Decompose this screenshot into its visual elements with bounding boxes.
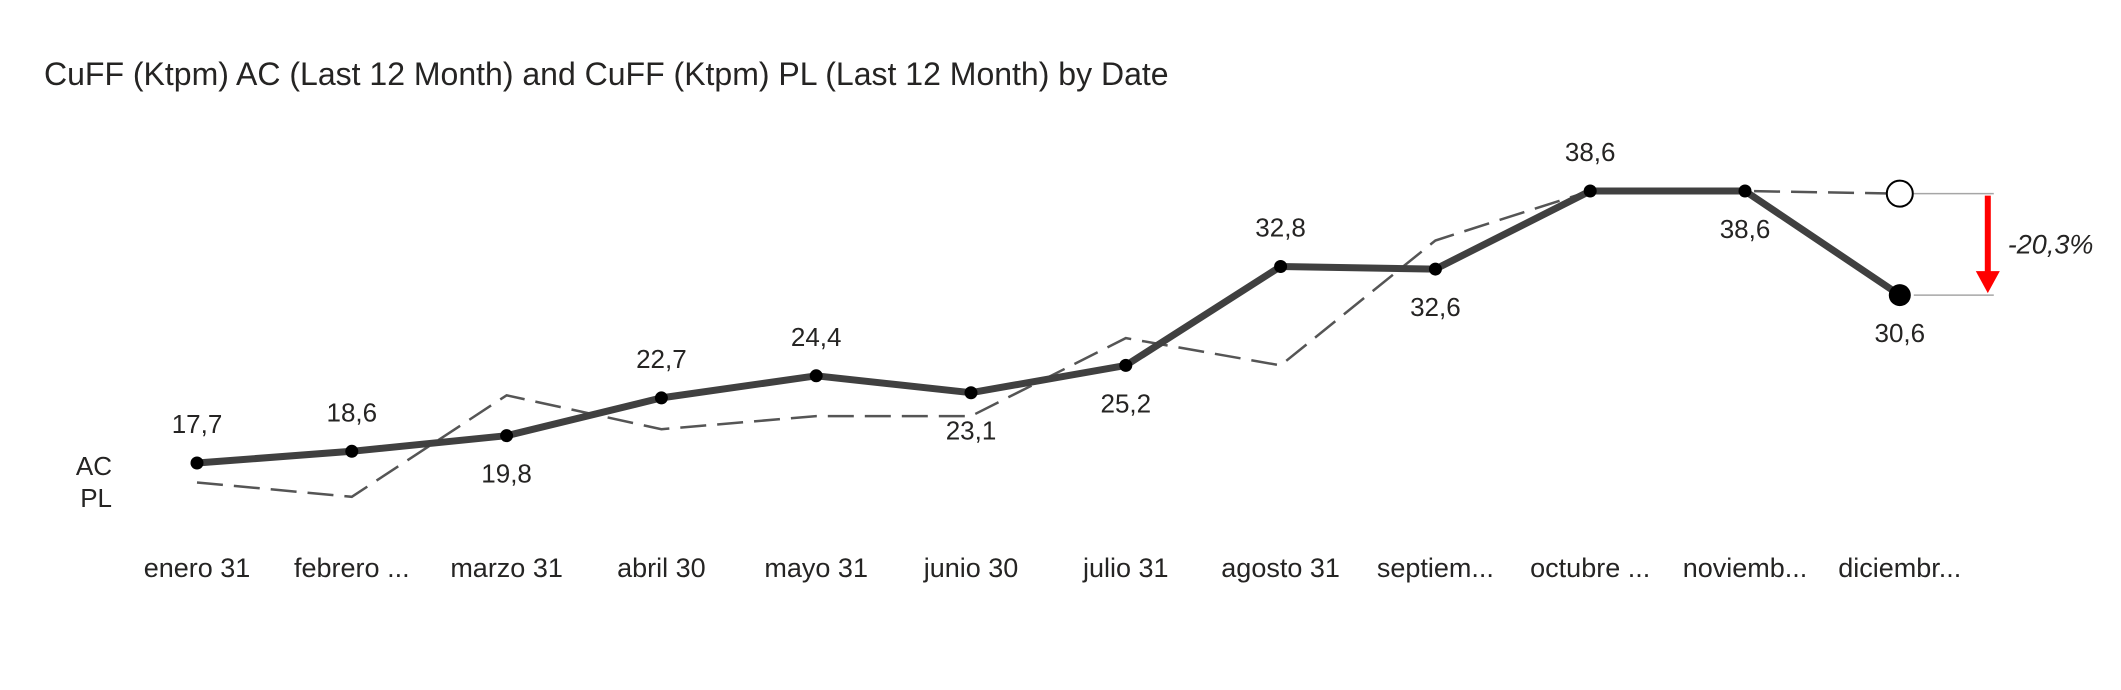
- x-tick-label-10: octubre ...: [1530, 553, 1650, 583]
- x-tick-label-7: julio 31: [1082, 553, 1169, 583]
- x-tick-label-4: abril 30: [617, 553, 706, 583]
- x-tick-label-6: junio 30: [923, 553, 1019, 583]
- ac-series-group: [190, 184, 1911, 470]
- variance-arrowhead: [1975, 271, 2000, 294]
- data-label-1: 17,7: [172, 409, 223, 439]
- data-label-6: 23,1: [946, 416, 997, 446]
- data-label-4: 22,7: [636, 344, 687, 374]
- x-tick-label-3: marzo 31: [450, 553, 563, 583]
- x-axis-ticks-group: enero 31 febrero ... marzo 31 abril 30 mayo …: [144, 553, 1962, 583]
- ac-point-3: [500, 429, 514, 443]
- ac-point-1: [190, 456, 204, 470]
- x-tick-label-12: diciembr...: [1838, 553, 1961, 583]
- data-label-7: 25,2: [1100, 388, 1151, 418]
- data-label-10: 38,6: [1565, 137, 1616, 167]
- pl-series-line: [196, 189, 1900, 499]
- x-tick-label-9: septiem...: [1377, 553, 1494, 583]
- ac-point-12: [1888, 284, 1911, 307]
- data-label-5: 24,4: [791, 322, 842, 352]
- ac-point-5: [809, 369, 823, 383]
- variance-group: -20,3%: [1885, 179, 2094, 296]
- data-label-9: 32,6: [1410, 292, 1461, 322]
- pl-last-marker: [1885, 179, 1914, 208]
- x-tick-label-1: enero 31: [144, 553, 251, 583]
- ac-point-10: [1583, 184, 1597, 198]
- x-tick-label-5: mayo 31: [764, 553, 868, 583]
- pl-series-group: [196, 189, 1900, 499]
- x-tick-label-2: febrero ...: [294, 553, 410, 583]
- ac-point-11: [1738, 184, 1752, 198]
- data-label-12: 30,6: [1874, 318, 1925, 348]
- variance-label: -20,3%: [2008, 229, 2094, 259]
- x-tick-label-11: noviemb...: [1683, 553, 1808, 583]
- ac-point-7: [1119, 358, 1133, 372]
- series-label-ac: AC: [76, 451, 112, 481]
- data-labels-group: 17,7 18,6 19,8 22,7 24,4 23,1 25,2 32,8 32,6 38,6…: [172, 137, 1925, 489]
- ac-point-8: [1274, 259, 1288, 273]
- x-tick-label-8: agosto 31: [1221, 553, 1340, 583]
- ac-series-line: [193, 187, 1904, 467]
- data-label-11: 38,6: [1720, 214, 1771, 244]
- data-label-3: 19,8: [481, 459, 532, 489]
- series-label-pl: PL: [80, 483, 112, 513]
- data-label-8: 32,8: [1255, 212, 1306, 242]
- ac-point-6: [964, 386, 978, 400]
- ac-point-4: [654, 391, 668, 405]
- data-label-2: 18,6: [326, 397, 377, 427]
- ac-point-9: [1428, 262, 1442, 276]
- chart-title: CuFF (Ktpm) AC (Last 12 Month) and CuFF …: [44, 56, 1169, 92]
- ac-point-2: [345, 444, 359, 458]
